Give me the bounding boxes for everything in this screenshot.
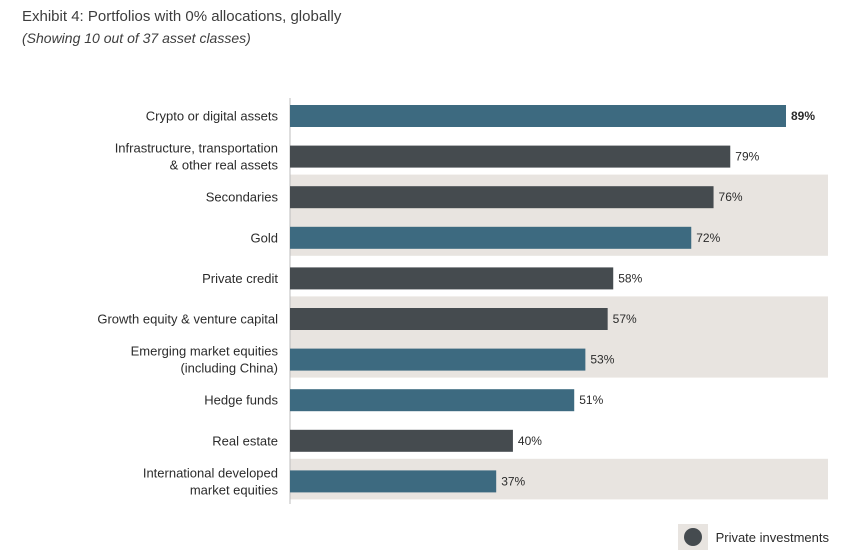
bars-group [290,105,786,493]
category-label: Crypto or digital assets [146,109,279,124]
value-label: 79% [735,150,759,164]
category-label-line: (including China) [180,361,278,376]
value-label: 37% [501,474,525,488]
chart-title: Exhibit 4: Portfolios with 0% allocation… [22,8,342,25]
bar [290,429,513,452]
category-label: Secondaries [206,190,279,205]
value-labels-group: 89% 79% 76% 72% 58% 57% 53% 51% 40% 37% [501,109,815,488]
category-label: Growth equity & venture capital [97,312,278,327]
value-label: 58% [618,271,642,285]
category-labels-group: Crypto or digital assets Infrastructure, … [97,109,278,498]
value-label: 53% [590,353,614,367]
category-label-line: Gold [251,230,278,245]
value-label: 76% [719,190,743,204]
legend-dot-icon [683,528,702,546]
category-label-line: International developed [143,465,278,480]
category-label-line: Hedge funds [204,393,278,408]
category-label-line: Real estate [212,433,278,448]
bar [290,186,714,209]
value-label: 51% [579,393,603,407]
bar [290,470,497,493]
category-label: International developed market equities [143,465,279,497]
bar [290,267,614,290]
category-label-line: Growth equity & venture capital [97,312,278,327]
bar [290,348,586,371]
legend: Private investments [677,524,829,550]
category-label: Emerging market equities (including China… [131,344,279,376]
category-label: Hedge funds [204,393,278,408]
category-label: Private credit [202,271,278,286]
chart-subtitle: (Showing 10 out of 37 asset classes) [22,30,251,46]
category-label-line: Infrastructure, transportation [115,141,278,156]
category-label-line: Private credit [202,271,278,286]
legend-swatch [677,524,708,550]
bar [290,389,575,412]
value-label: 72% [696,231,720,245]
category-label: Infrastructure, transportation & other re… [115,141,279,173]
category-label-line: Emerging market equities [131,344,279,359]
category-label: Real estate [212,433,278,448]
value-label: 57% [613,312,637,326]
category-label: Gold [251,230,278,245]
bar [290,226,692,249]
bar [290,105,786,127]
category-label-line: & other real assets [170,158,279,173]
category-label-line: Secondaries [206,190,279,205]
category-label-line: market equities [190,482,279,497]
bar [290,145,731,168]
value-label: 40% [518,434,542,448]
value-label: 89% [791,109,815,123]
bar [290,308,608,330]
legend-label: Private investments [715,529,829,545]
category-label-line: Crypto or digital assets [146,109,279,124]
